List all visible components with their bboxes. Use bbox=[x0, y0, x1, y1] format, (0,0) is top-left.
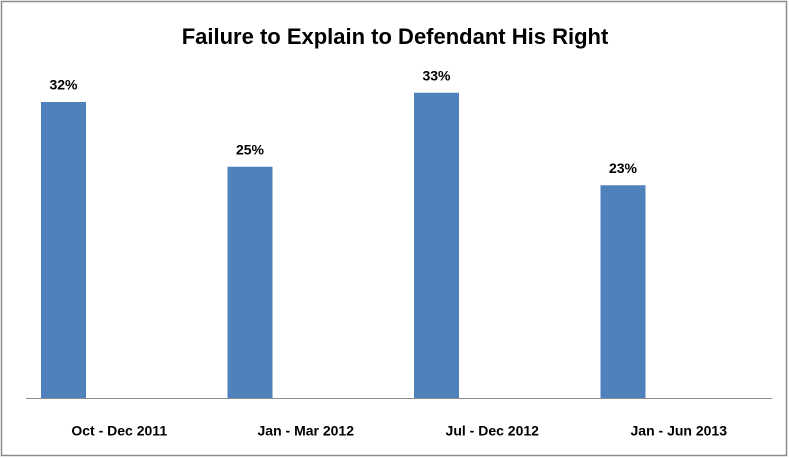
value-label: 25% bbox=[236, 141, 265, 157]
bar bbox=[414, 92, 459, 398]
value-label: 32% bbox=[49, 77, 78, 93]
value-label: 23% bbox=[609, 160, 638, 176]
bar bbox=[41, 102, 86, 398]
chart-title: Failure to Explain to Defendant His Righ… bbox=[182, 24, 609, 49]
value-label: 33% bbox=[422, 67, 451, 83]
bar bbox=[600, 185, 646, 398]
x-tick-label: Jul - Dec 2012 bbox=[446, 423, 540, 439]
x-tick-label: Jan - Mar 2012 bbox=[258, 423, 355, 439]
bar bbox=[227, 166, 273, 398]
x-tick-label: Oct - Dec 2011 bbox=[71, 423, 167, 439]
x-tick-label: Jan - Jun 2013 bbox=[631, 423, 728, 439]
